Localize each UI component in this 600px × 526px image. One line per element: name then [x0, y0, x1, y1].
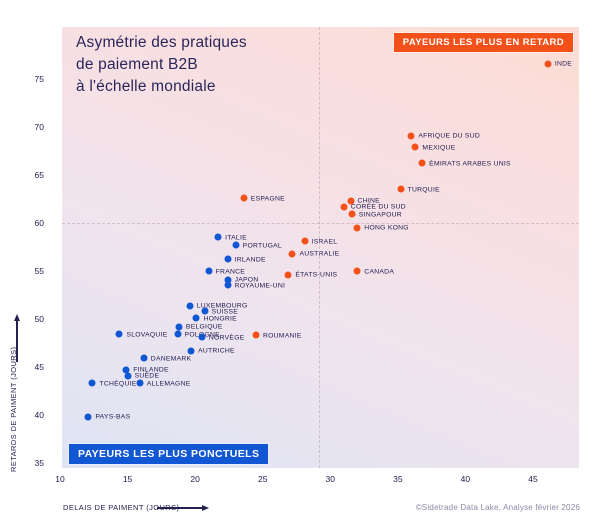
data-point — [175, 323, 183, 331]
data-point-label: IRLANDE — [234, 256, 266, 264]
data-point-label: HONG KONG — [364, 224, 409, 232]
data-point-label: NORVÈGE — [208, 334, 245, 342]
data-point-label: ROYAUME-UNI — [234, 282, 286, 290]
data-point-label: AUTRICHE — [198, 347, 235, 355]
data-point — [252, 331, 260, 339]
data-point — [347, 197, 355, 205]
y-tick-label: 35 — [34, 458, 44, 468]
data-point-label: ÉTATS-UNIS — [295, 271, 338, 279]
x-tick-label: 30 — [325, 474, 335, 484]
data-point-label: ESPAGNE — [250, 195, 285, 203]
data-point — [353, 267, 361, 275]
data-point — [187, 347, 195, 355]
data-point — [407, 132, 415, 140]
data-point — [232, 241, 240, 249]
plot-area — [62, 27, 579, 468]
data-point-label: HONGRIE — [203, 315, 237, 323]
data-point-label: PAYS-BAS — [95, 413, 131, 421]
data-point-label: CORÉE DU SUD — [350, 203, 406, 211]
data-point — [198, 333, 206, 341]
x-axis-title: DELAIS DE PAIMENT (JOURS) — [63, 503, 180, 512]
data-point — [192, 314, 200, 322]
data-point — [411, 143, 419, 151]
data-point-label: SINGAPOUR — [358, 211, 402, 219]
y-tick-label: 65 — [34, 170, 44, 180]
data-point-label: ROUMANIE — [262, 332, 302, 340]
data-point — [240, 194, 248, 202]
x-tick-label: 40 — [460, 474, 471, 484]
data-point — [201, 307, 209, 315]
chart-title: Asymétrie des pratiques de paiement B2B … — [76, 34, 247, 95]
data-point-label: CANADA — [364, 268, 395, 275]
y-tick-label: 55 — [34, 266, 44, 276]
legend-badge-punctual-payers: PAYEURS LES PLUS PONCTUELS — [68, 443, 270, 465]
data-point-label: ISRAEL — [311, 238, 338, 246]
data-point — [288, 250, 296, 258]
x-axis-arrow-icon — [157, 504, 209, 511]
data-point-label: FINLANDE — [133, 366, 169, 374]
quadrant-divider-horizontal — [62, 223, 579, 224]
y-tick-label: 60 — [34, 218, 44, 228]
data-point-label: BELGIQUE — [185, 323, 223, 331]
data-point — [544, 60, 552, 68]
data-point — [214, 233, 222, 241]
data-point-label: TURQUIE — [407, 186, 440, 194]
data-point — [205, 267, 213, 275]
data-point — [224, 255, 232, 263]
data-point — [348, 210, 356, 218]
data-point-label: LUXEMBOURG — [196, 302, 248, 310]
data-point-label: MEXIQUE — [422, 144, 456, 152]
data-point-label: AUSTRALIE — [299, 250, 340, 258]
data-point — [301, 237, 309, 245]
data-point — [340, 203, 348, 211]
data-point — [140, 354, 148, 362]
data-point-label: SUISSE — [211, 308, 239, 316]
data-point — [124, 372, 132, 380]
x-tick-label: 35 — [393, 474, 403, 484]
data-point-label: INDE — [554, 60, 573, 68]
data-point-label: PORTUGAL — [242, 242, 282, 250]
data-point — [122, 366, 130, 374]
y-tick-label: 50 — [34, 314, 44, 324]
data-point-label: FRANCE — [215, 268, 246, 275]
data-point — [174, 330, 182, 338]
source-credit: ©Sidetrade Data Lake, Analyse février 20… — [415, 503, 580, 512]
data-point — [115, 330, 123, 338]
quadrant-divider-vertical — [319, 27, 321, 468]
y-tick-label: 75 — [34, 74, 44, 84]
data-point — [418, 159, 426, 167]
data-point-label: TCHÉQUIE — [99, 380, 137, 388]
data-point — [397, 185, 405, 193]
x-tick-label: 25 — [257, 474, 268, 484]
legend-badge-late-payers: PAYEURS LES PLUS EN RETARD — [392, 32, 574, 53]
data-point — [224, 281, 232, 289]
y-tick-label: 45 — [34, 362, 44, 372]
x-tick-label: 10 — [55, 474, 65, 484]
data-point-label: SUÈDE — [134, 372, 160, 380]
data-point-label: ÉMIRATS ARABES UNIS — [429, 160, 511, 168]
data-point-label: ITALIE — [225, 234, 247, 242]
x-tick-label: 15 — [122, 474, 133, 484]
x-tick-label: 45 — [528, 474, 538, 484]
data-point — [284, 271, 292, 279]
data-point — [136, 379, 144, 387]
x-tick-label: 20 — [190, 474, 200, 484]
y-axis-title: RETARDS DE PAIMENT (JOURS) — [9, 346, 18, 472]
data-point — [186, 302, 194, 310]
y-tick-label: 70 — [34, 122, 44, 132]
y-tick-label: 40 — [34, 410, 44, 420]
data-point — [88, 379, 96, 387]
data-point — [224, 276, 232, 284]
data-point-label: DANEMARK — [150, 355, 192, 363]
data-point — [353, 224, 361, 232]
data-point-label: CHINE — [357, 197, 380, 205]
data-point-label: AFRIQUE DU SUD — [418, 132, 481, 140]
data-point-label: ALLEMAGNE — [146, 380, 191, 388]
data-point — [84, 413, 92, 421]
y-axis-arrow-icon — [13, 314, 20, 362]
data-point-label: SLOVAQUIE — [126, 331, 168, 339]
data-point-label: JAPON — [234, 276, 259, 284]
